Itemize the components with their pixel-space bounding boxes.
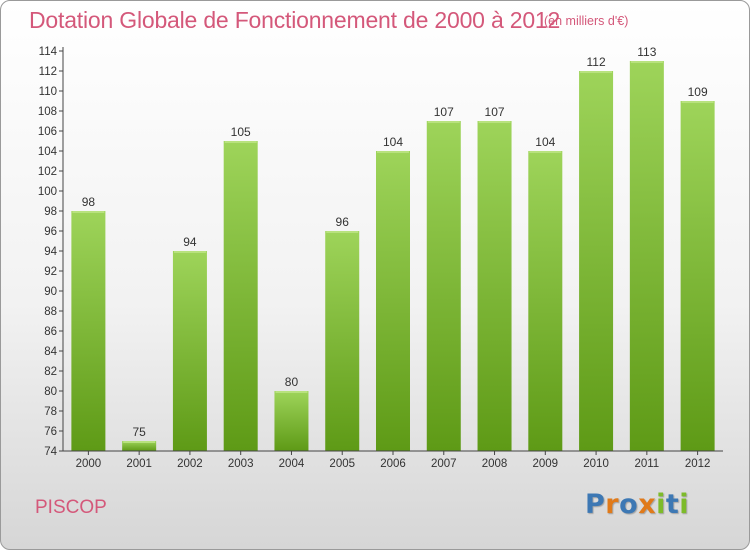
bar-highlight <box>326 231 359 233</box>
bar-2003 <box>223 141 258 451</box>
x-tick-label: 2011 <box>634 458 659 470</box>
y-tick-label: 98 <box>44 206 57 218</box>
y-tick-label: 96 <box>44 226 57 238</box>
bar-highlight <box>580 71 613 73</box>
y-tick-label: 92 <box>44 266 57 278</box>
logo-letter: r <box>605 489 620 520</box>
x-tick-label: 2010 <box>583 458 609 470</box>
bar-value-label: 107 <box>485 105 505 119</box>
x-tick-label: 2002 <box>177 458 203 470</box>
bar-value-label: 104 <box>383 135 403 149</box>
bar-2000 <box>71 211 106 451</box>
y-tick-label: 84 <box>44 346 57 358</box>
bar-2008 <box>477 121 512 451</box>
bar-series: 98 75 94 105 80 96 104 107 107 104 112 113 109 <box>71 45 715 451</box>
bar-value-label: 113 <box>637 45 656 59</box>
bar-highlight <box>681 101 714 103</box>
y-tick-label: 102 <box>38 166 57 178</box>
x-axis: 2000 2001 2002 2003 2004 2005 2006 2007 2008 2009… <box>63 450 723 470</box>
x-tick-label: 2012 <box>685 458 711 470</box>
logo-letter: i <box>679 489 690 520</box>
y-tick-label: 112 <box>39 66 57 78</box>
bar-2002 <box>172 251 207 451</box>
bar-2010 <box>579 71 614 451</box>
bar-highlight <box>123 441 156 443</box>
chart-title: Dotation Globale de Fonctionnement de 20… <box>29 7 561 33</box>
bar-highlight <box>630 61 663 63</box>
bar-value-label: 75 <box>132 425 146 439</box>
bar-2005 <box>325 231 360 451</box>
bar-value-label: 112 <box>587 55 606 69</box>
bar-highlight <box>427 121 460 123</box>
commune-name: PISCOP <box>35 497 107 518</box>
x-tick-label: 2006 <box>380 458 406 470</box>
y-tick-label: 88 <box>44 306 57 318</box>
bar-highlight <box>529 151 562 153</box>
x-tick-label: 2005 <box>329 458 355 470</box>
x-tick-label: 2009 <box>533 458 559 470</box>
bar-highlight <box>478 121 511 123</box>
y-tick-label: 106 <box>38 126 57 138</box>
bar-highlight <box>275 391 308 393</box>
bar-value-label: 107 <box>434 105 454 119</box>
bar-value-label: 96 <box>336 215 350 229</box>
bar-2012 <box>680 101 715 451</box>
logo-letter: x <box>638 489 657 520</box>
bar-highlight <box>224 141 257 143</box>
y-tick-label: 76 <box>44 426 57 438</box>
bar-2011 <box>629 61 664 451</box>
logo-letter: o <box>619 489 639 520</box>
bar-value-label: 98 <box>82 195 96 209</box>
bar-2009 <box>528 151 563 451</box>
bar-value-label: 80 <box>285 375 299 389</box>
y-axis: 74 76 78 80 82 84 86 88 90 92 94 96 98 100 102 104 106 10… <box>38 46 64 458</box>
x-tick-label: 2007 <box>431 458 457 470</box>
y-tick-label: 110 <box>39 86 57 98</box>
y-tick-label: 90 <box>44 286 57 298</box>
logo-letter: t <box>665 489 680 520</box>
proxiti-logo: Proxiti <box>585 489 689 520</box>
bar-value-label: 104 <box>535 135 555 149</box>
x-tick-label: 2003 <box>228 458 254 470</box>
x-tick-label: 2001 <box>126 458 152 470</box>
bar-highlight <box>72 211 105 213</box>
bar-value-label: 94 <box>183 235 197 249</box>
y-tick-label: 114 <box>39 46 58 58</box>
y-tick-label: 86 <box>44 326 57 338</box>
logo-letter: P <box>585 489 606 520</box>
y-tick-label: 78 <box>44 406 57 418</box>
y-tick-label: 94 <box>44 246 57 258</box>
bar-2004 <box>274 391 309 451</box>
bar-2007 <box>426 121 461 451</box>
x-tick-label: 2008 <box>482 458 508 470</box>
y-tick-label: 104 <box>38 146 58 158</box>
bar-value-label: 105 <box>231 125 251 139</box>
y-tick-label: 82 <box>44 366 57 378</box>
bar-2001 <box>122 441 157 451</box>
bar-value-label: 109 <box>688 85 708 99</box>
bar-highlight <box>173 251 206 253</box>
y-tick-label: 80 <box>44 386 57 398</box>
bar-highlight <box>377 151 409 153</box>
chart-unit: (en milliers d'€) <box>544 14 629 28</box>
logo-letter: i <box>656 489 666 520</box>
y-tick-label: 100 <box>38 186 57 198</box>
x-tick-label: 2004 <box>279 458 305 470</box>
y-tick-label: 74 <box>44 446 57 458</box>
y-tick-label: 108 <box>38 106 57 118</box>
bar-2006 <box>376 151 410 451</box>
x-tick-label: 2000 <box>76 458 102 470</box>
